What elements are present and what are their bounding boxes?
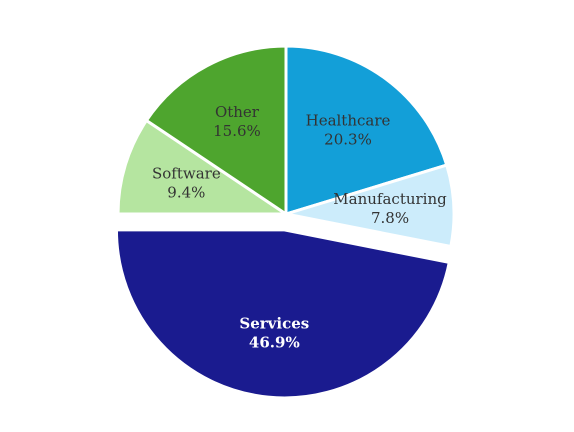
pie-slice-healthcare (284, 44, 449, 216)
slice-label-software: Software (152, 165, 221, 183)
slice-label-services: Services (239, 315, 309, 333)
slice-value-healthcare: 20.3% (324, 130, 372, 148)
slice-label-healthcare: Healthcare (306, 111, 391, 129)
slice-value-manufacturing: 7.8% (371, 209, 409, 227)
pie-slice-services (114, 228, 451, 400)
pie-slices (114, 44, 456, 400)
slice-value-software: 9.4% (167, 184, 205, 202)
slice-value-services: 46.9% (249, 334, 300, 352)
slice-value-other: 15.6% (213, 122, 261, 140)
slice-label-manufacturing: Manufacturing (333, 190, 447, 208)
pie-slice-manufacturing (284, 163, 456, 249)
pie-slice-software (116, 118, 288, 216)
slice-label-other: Other (215, 103, 260, 121)
pie-slice-other (144, 44, 288, 216)
